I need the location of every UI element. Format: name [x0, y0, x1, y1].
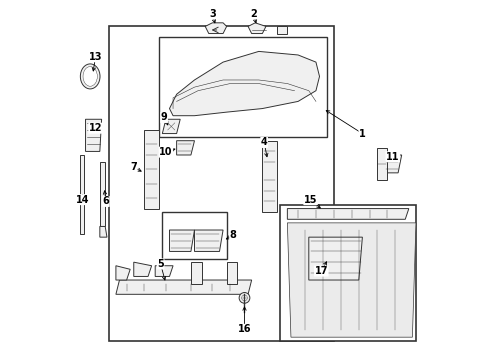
Polygon shape [162, 119, 180, 134]
Polygon shape [169, 51, 319, 116]
Polygon shape [308, 237, 362, 280]
Ellipse shape [80, 64, 100, 89]
Polygon shape [287, 223, 415, 337]
Text: 12: 12 [89, 123, 102, 133]
Bar [108, 26, 333, 341]
Text: 4: 4 [260, 138, 267, 148]
Text: 5: 5 [157, 259, 163, 269]
Polygon shape [116, 280, 251, 294]
Polygon shape [376, 148, 386, 180]
Text: 14: 14 [76, 195, 90, 204]
Text: 15: 15 [303, 195, 317, 204]
Bar [80, 155, 84, 234]
Text: 1: 1 [358, 129, 365, 139]
Bar [162, 212, 226, 258]
Polygon shape [100, 226, 107, 237]
Polygon shape [276, 26, 287, 33]
Polygon shape [85, 119, 102, 152]
Text: 10: 10 [159, 147, 172, 157]
Ellipse shape [83, 67, 97, 86]
Text: 16: 16 [237, 324, 251, 334]
Text: 8: 8 [229, 230, 236, 240]
Polygon shape [169, 230, 194, 251]
Text: 13: 13 [89, 52, 102, 62]
Circle shape [239, 293, 249, 303]
Bar [100, 162, 105, 226]
Bar [159, 37, 326, 137]
Bar [144, 130, 159, 208]
Polygon shape [247, 23, 265, 33]
Polygon shape [383, 155, 401, 173]
Polygon shape [226, 262, 237, 284]
Bar [262, 141, 276, 212]
Polygon shape [155, 266, 173, 276]
Polygon shape [134, 262, 151, 276]
Text: 11: 11 [385, 152, 399, 162]
Polygon shape [205, 23, 226, 33]
Polygon shape [190, 262, 201, 284]
Text: 17: 17 [314, 266, 327, 276]
Circle shape [241, 295, 247, 301]
Polygon shape [176, 141, 194, 155]
Text: 7: 7 [130, 162, 137, 172]
Text: 3: 3 [208, 9, 215, 19]
Text: 2: 2 [249, 9, 256, 19]
Bar [280, 205, 415, 341]
Polygon shape [194, 230, 223, 251]
Polygon shape [287, 208, 408, 219]
Text: 6: 6 [102, 197, 109, 206]
Polygon shape [116, 266, 130, 280]
Text: 9: 9 [161, 112, 167, 122]
